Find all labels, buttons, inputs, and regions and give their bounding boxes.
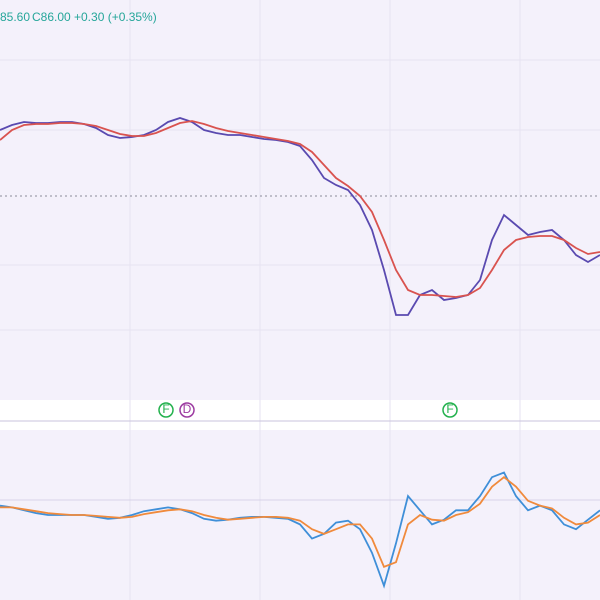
event-label: F [162, 402, 169, 416]
series-line [0, 476, 600, 569]
event-marker[interactable]: F [442, 402, 458, 418]
header-change: +0.30 (+0.35%) [74, 10, 157, 24]
series-line [0, 120, 600, 298]
event-label: F [446, 402, 453, 416]
header-close: C86.00 [32, 10, 71, 24]
event-marker[interactable]: D [179, 402, 195, 418]
price-panel [0, 0, 600, 400]
series-line [0, 471, 600, 589]
event-label: D [183, 402, 192, 416]
header-low: 85.60 [0, 10, 30, 24]
macd-panel [0, 430, 600, 600]
event-marker[interactable]: F [158, 402, 174, 418]
series-line [0, 117, 600, 316]
